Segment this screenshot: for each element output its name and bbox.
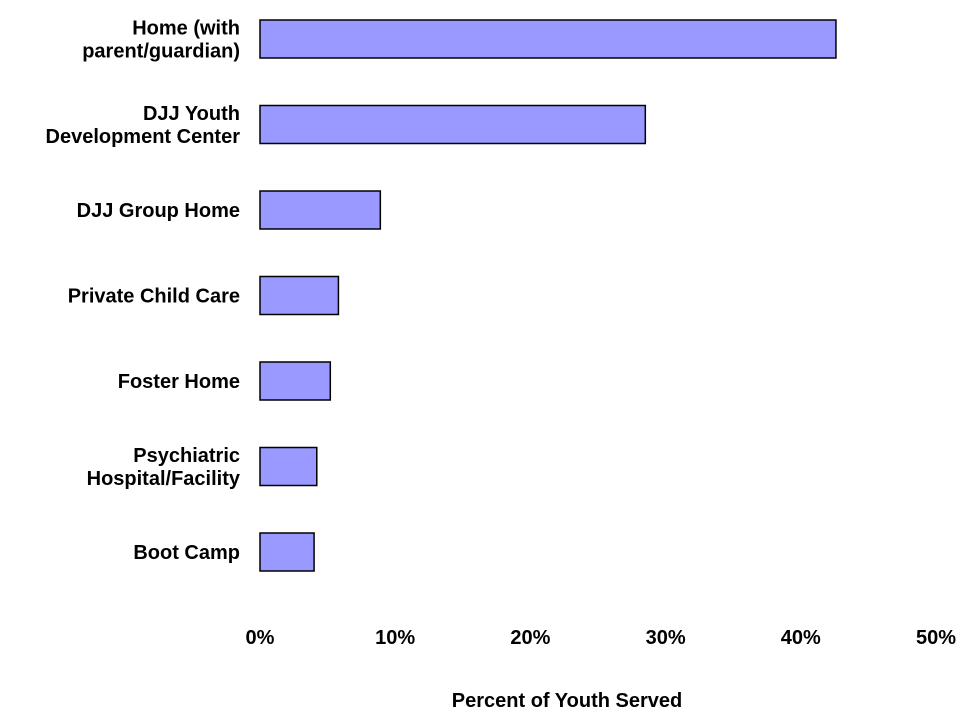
bar xyxy=(259,19,837,59)
category-label: Private Child Care xyxy=(68,286,240,308)
category-labels: Home (with parent/guardian) DJJ Youth Devel… xyxy=(46,18,241,565)
x-tick-label: 30% xyxy=(646,627,686,649)
bars-group xyxy=(259,19,837,572)
bar xyxy=(259,275,340,316)
x-axis-tick-labels: 0% 10% 20% 30% 40% 50% xyxy=(246,627,957,649)
x-tick-label: 0% xyxy=(246,627,275,649)
category-label: Foster Home xyxy=(118,371,240,393)
x-tick-label: 50% xyxy=(916,627,956,649)
bar xyxy=(259,532,315,572)
x-axis-title: Percent of Youth Served xyxy=(452,690,682,711)
bar xyxy=(259,361,332,401)
bar xyxy=(259,446,318,487)
bar xyxy=(259,190,382,230)
x-tick-label: 10% xyxy=(375,627,415,649)
category-label: Boot Camp xyxy=(133,542,240,564)
category-label: Home (with parent/guardian) xyxy=(82,18,240,63)
x-tick-label: 40% xyxy=(781,627,821,649)
category-label: Psychiatric Hospital/Facility xyxy=(87,445,241,490)
bar xyxy=(259,104,647,145)
category-label: DJJ Youth Development Center xyxy=(46,103,241,148)
x-tick-label: 20% xyxy=(510,627,550,649)
category-label: DJJ Group Home xyxy=(77,200,240,222)
